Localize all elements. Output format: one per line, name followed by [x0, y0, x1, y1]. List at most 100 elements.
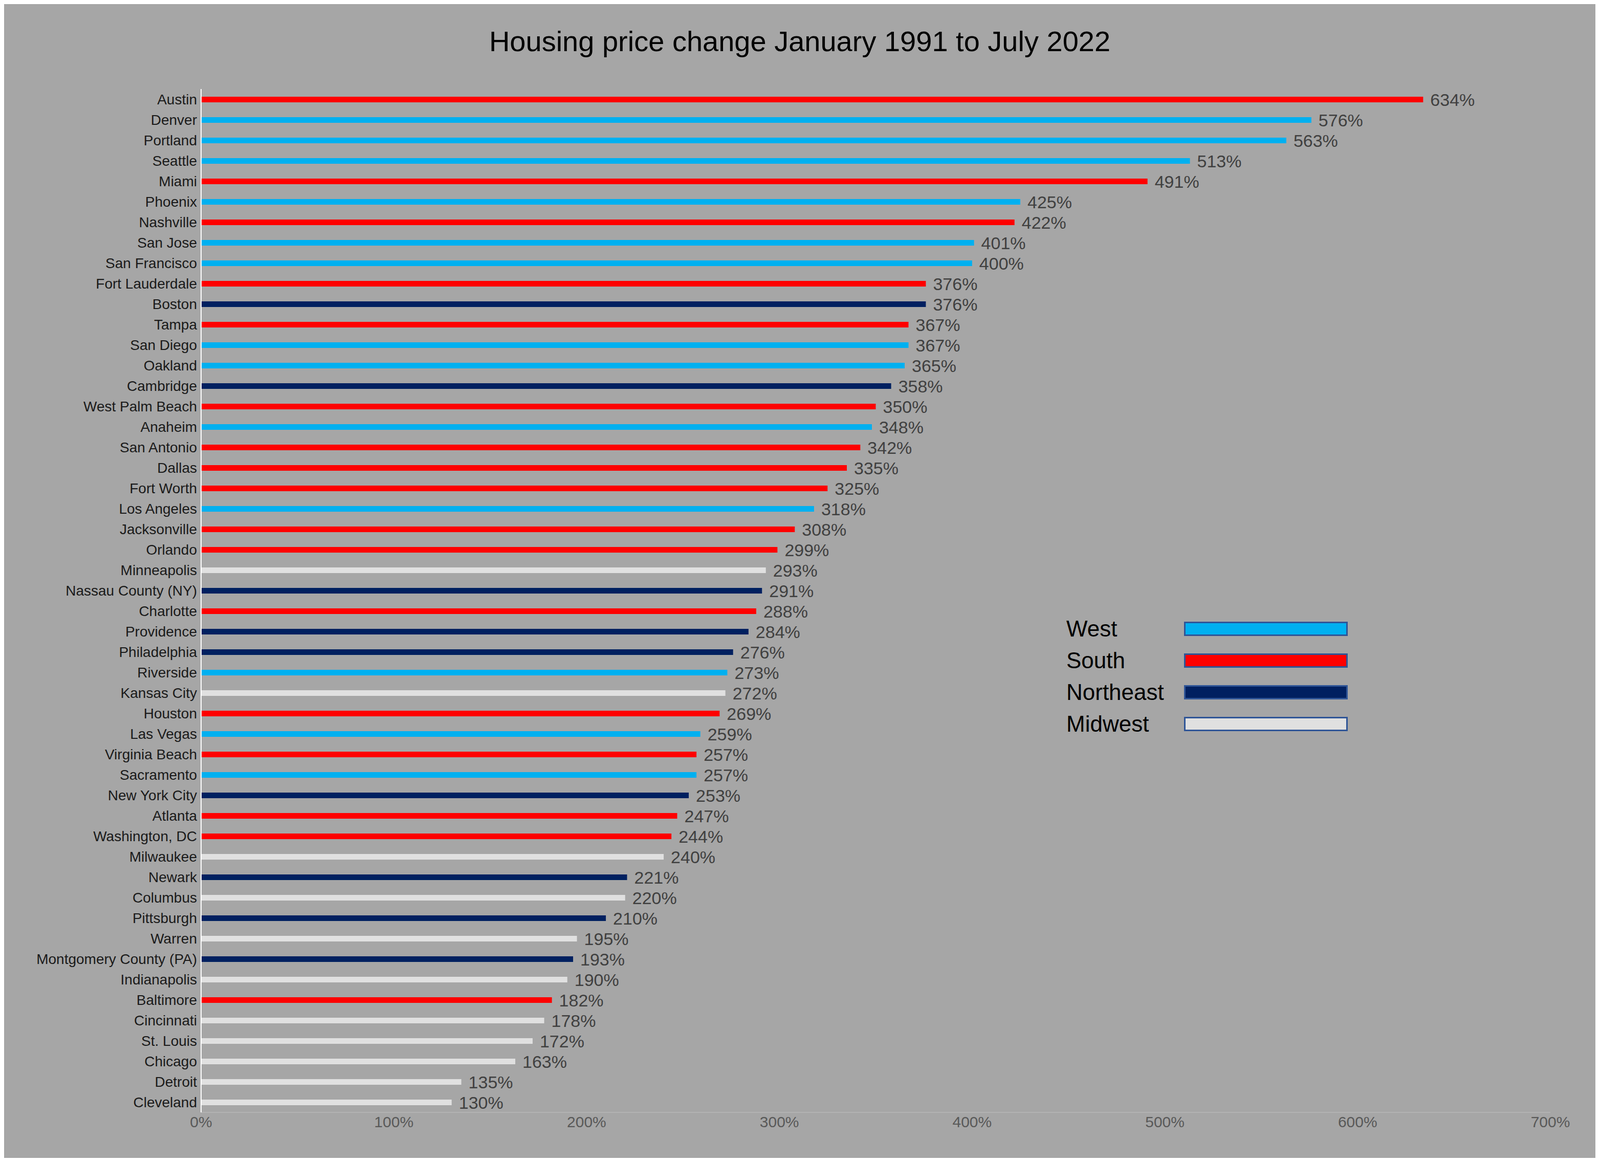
svg-text:San Diego: San Diego: [129, 337, 197, 354]
svg-text:Detroit: Detroit: [155, 1074, 198, 1090]
svg-text:Oakland: Oakland: [143, 357, 197, 374]
svg-text:Seattle: Seattle: [152, 152, 197, 169]
svg-text:335%: 335%: [853, 458, 899, 478]
svg-text:Pittsburgh: Pittsburgh: [132, 910, 197, 927]
svg-text:259%: 259%: [707, 724, 753, 744]
svg-text:358%: 358%: [898, 376, 944, 397]
svg-text:195%: 195%: [584, 929, 629, 949]
svg-text:Columbus: Columbus: [132, 889, 197, 906]
svg-text:Charlotte: Charlotte: [138, 603, 197, 620]
svg-text:190%: 190%: [574, 970, 620, 990]
svg-text:Virginia Beach: Virginia Beach: [104, 746, 197, 763]
svg-text:576%: 576%: [1318, 110, 1364, 130]
svg-text:100%: 100%: [374, 1113, 414, 1131]
svg-text:Kansas City: Kansas City: [120, 685, 197, 701]
svg-text:Newark: Newark: [148, 869, 198, 886]
svg-text:220%: 220%: [632, 888, 677, 908]
svg-text:269%: 269%: [726, 704, 772, 724]
svg-text:West Palm Beach: West Palm Beach: [83, 398, 197, 415]
svg-text:Sacramento: Sacramento: [119, 766, 197, 783]
svg-text:376%: 376%: [932, 294, 978, 315]
svg-text:348%: 348%: [879, 417, 924, 437]
svg-text:401%: 401%: [981, 233, 1026, 253]
svg-text:500%: 500%: [1145, 1113, 1185, 1131]
svg-text:Denver: Denver: [150, 112, 197, 128]
svg-text:San Antonio: San Antonio: [119, 439, 197, 456]
svg-text:365%: 365%: [911, 356, 957, 376]
svg-text:Las Vegas: Las Vegas: [129, 726, 197, 742]
svg-text:Atlanta: Atlanta: [152, 807, 198, 824]
svg-text:Dallas: Dallas: [157, 459, 197, 476]
svg-text:299%: 299%: [784, 540, 829, 560]
svg-text:700%: 700%: [1530, 1113, 1571, 1131]
svg-text:Phoenix: Phoenix: [145, 193, 197, 210]
svg-text:193%: 193%: [580, 949, 625, 970]
svg-text:Chicago: Chicago: [144, 1053, 197, 1070]
svg-text:342%: 342%: [867, 437, 912, 458]
svg-text:273%: 273%: [734, 663, 779, 683]
svg-text:Anaheim: Anaheim: [140, 419, 197, 435]
svg-text:210%: 210%: [612, 908, 658, 929]
svg-text:Washington, DC: Washington, DC: [93, 828, 197, 845]
svg-text:634%: 634%: [1430, 90, 1475, 110]
svg-text:Baltimore: Baltimore: [136, 992, 197, 1008]
svg-text:276%: 276%: [740, 642, 785, 663]
svg-text:St. Louis: St. Louis: [141, 1033, 197, 1049]
svg-text:422%: 422%: [1021, 212, 1067, 233]
svg-text:400%: 400%: [952, 1113, 992, 1131]
svg-text:350%: 350%: [883, 397, 928, 417]
svg-text:182%: 182%: [559, 990, 604, 1011]
svg-text:Houston: Houston: [143, 705, 197, 722]
svg-text:367%: 367%: [915, 335, 961, 356]
svg-text:563%: 563%: [1293, 130, 1339, 151]
svg-text:Providence: Providence: [125, 623, 197, 640]
svg-text:Montgomery County (PA): Montgomery County (PA): [36, 951, 197, 968]
svg-text:513%: 513%: [1197, 151, 1242, 171]
svg-text:325%: 325%: [834, 478, 880, 499]
svg-text:Cambridge: Cambridge: [126, 378, 197, 394]
svg-text:Milwaukee: Milwaukee: [129, 848, 197, 865]
svg-text:Fort Worth: Fort Worth: [129, 480, 197, 497]
svg-text:293%: 293%: [773, 560, 818, 581]
svg-text:Miami: Miami: [158, 173, 197, 190]
svg-text:284%: 284%: [755, 622, 801, 642]
svg-text:221%: 221%: [634, 867, 679, 888]
svg-text:Minneapolis: Minneapolis: [120, 562, 197, 579]
svg-text:272%: 272%: [732, 683, 778, 704]
svg-text:Nashville: Nashville: [138, 214, 197, 231]
svg-text:Austin: Austin: [157, 91, 197, 108]
svg-text:Indianapolis: Indianapolis: [120, 971, 197, 988]
svg-text:135%: 135%: [468, 1072, 514, 1092]
svg-text:257%: 257%: [703, 744, 749, 765]
svg-text:600%: 600%: [1338, 1113, 1378, 1131]
svg-text:240%: 240%: [670, 847, 716, 867]
svg-text:Jacksonville: Jacksonville: [119, 521, 197, 538]
svg-text:San Jose: San Jose: [137, 234, 197, 251]
svg-text:Nassau County (NY): Nassau County (NY): [65, 582, 197, 599]
svg-text:San Francisco: San Francisco: [105, 255, 197, 272]
svg-text:Boston: Boston: [152, 296, 197, 313]
svg-text:318%: 318%: [821, 499, 866, 519]
svg-text:425%: 425%: [1027, 192, 1072, 212]
svg-text:491%: 491%: [1154, 171, 1200, 192]
svg-text:New York City: New York City: [107, 787, 197, 804]
svg-text:Tampa: Tampa: [154, 316, 197, 333]
svg-text:244%: 244%: [678, 826, 723, 847]
svg-text:130%: 130%: [458, 1092, 504, 1113]
svg-text:Riverside: Riverside: [137, 664, 197, 681]
svg-text:200%: 200%: [566, 1113, 607, 1131]
svg-text:253%: 253%: [695, 785, 741, 806]
svg-text:288%: 288%: [763, 601, 808, 622]
svg-text:400%: 400%: [979, 253, 1024, 274]
svg-text:178%: 178%: [551, 1011, 597, 1031]
svg-text:308%: 308%: [801, 519, 847, 540]
svg-text:Orlando: Orlando: [145, 541, 197, 558]
svg-text:291%: 291%: [769, 581, 814, 601]
svg-text:Cincinnati: Cincinnati: [134, 1012, 197, 1029]
svg-text:247%: 247%: [684, 806, 729, 826]
svg-text:257%: 257%: [703, 765, 749, 785]
svg-text:367%: 367%: [915, 315, 961, 335]
svg-text:Fort Lauderdale: Fort Lauderdale: [95, 275, 197, 292]
svg-text:Cleveland: Cleveland: [133, 1094, 197, 1111]
svg-text:376%: 376%: [932, 274, 978, 294]
